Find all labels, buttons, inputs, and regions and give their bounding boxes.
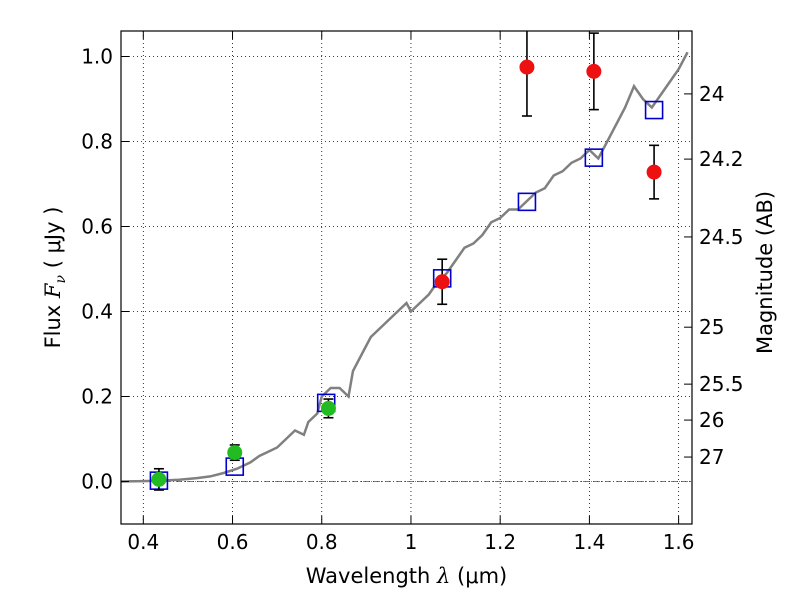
x-tick-label: 0.6	[217, 530, 249, 554]
green-data-point	[227, 445, 243, 461]
x-tick-label: 1.2	[484, 530, 516, 554]
y2-axis-label: Magnitude (AB)	[753, 191, 777, 354]
red-data-point	[519, 59, 535, 75]
y2-tick-label: 25	[699, 315, 724, 339]
y2-tick-label: 27	[699, 445, 724, 469]
model-photometry-markers	[149, 100, 664, 490]
y2-tick-label: 24	[699, 82, 724, 106]
plot-frame	[120, 30, 693, 525]
green-data-point	[151, 471, 167, 487]
y-tick-label: 0.8	[81, 130, 113, 154]
red-data-point	[646, 164, 662, 180]
x-tick-label: 0.4	[127, 530, 159, 554]
y2-tick-labels: 24 24.2 24.5 25 25.5 26 27	[699, 82, 744, 469]
y2-tick-label: 25.5	[699, 372, 744, 396]
y-tick-label: 0.4	[81, 300, 113, 324]
y-tick-label: 1.0	[81, 45, 113, 69]
x-tick-label: 0.8	[306, 530, 338, 554]
y2-tick-label: 24.2	[699, 147, 744, 171]
y2-tick-label: 26	[699, 408, 724, 432]
y-axis-label: Flux Fν ( μJy )	[41, 207, 69, 349]
red-data-point	[586, 63, 602, 79]
x-tick-label: 1.4	[573, 530, 605, 554]
green-data-point	[320, 400, 336, 416]
grid-lines	[121, 31, 692, 524]
y2-tick-label: 24.5	[699, 225, 744, 249]
model-square-marker	[644, 100, 664, 120]
x-tick-labels: 0.4 0.6 0.8 1 1.2 1.4 1.6	[127, 530, 694, 554]
x-tick-label: 1	[405, 530, 418, 554]
red-data-point	[434, 274, 450, 290]
y-tick-label: 0.6	[81, 215, 113, 239]
model-spectrum-line	[120, 51, 689, 483]
y-tick-labels: 0.0 0.2 0.4 0.6 0.8 1.0	[81, 45, 113, 494]
observed-points	[151, 59, 662, 487]
model-square-marker	[584, 148, 604, 167]
y-tick-label: 0.2	[81, 385, 113, 409]
x-axis-label: Wavelength λ (μm)	[306, 564, 507, 588]
error-bars	[153, 31, 660, 491]
axis-ticks	[121, 31, 692, 524]
x-tick-label: 1.6	[663, 530, 695, 554]
y-tick-label: 0.0	[81, 470, 113, 494]
model-square-marker	[517, 192, 537, 212]
